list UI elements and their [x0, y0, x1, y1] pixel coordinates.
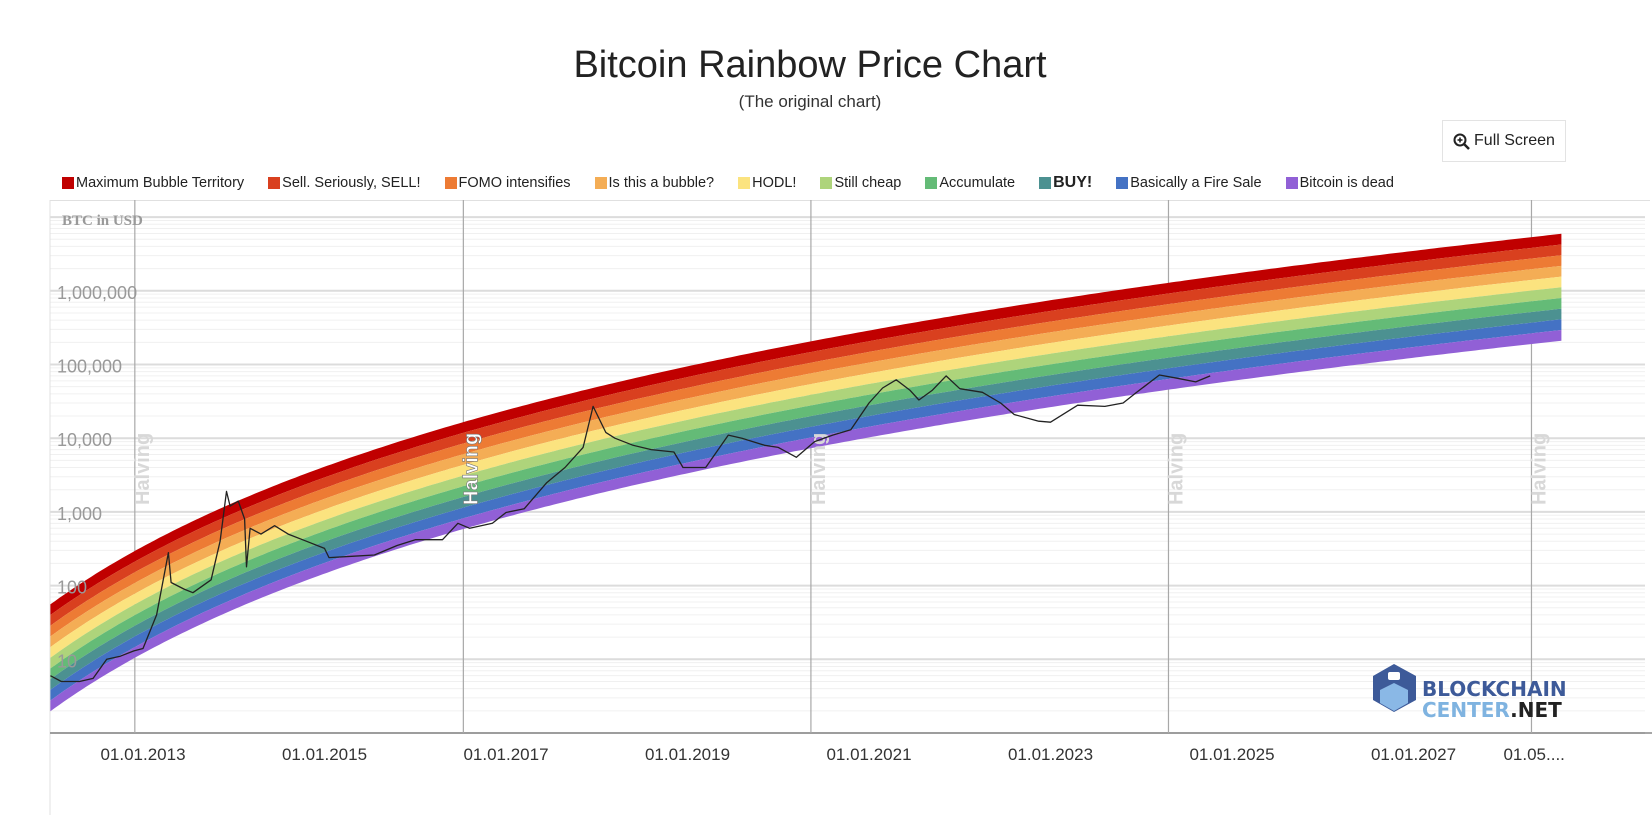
x-tick-label: 01.01.2015 — [282, 745, 367, 764]
x-tick-label: 01.01.2023 — [1008, 745, 1093, 764]
legend-label: Is this a bubble? — [608, 175, 715, 191]
legend-label: Maximum Bubble Territory — [76, 175, 245, 191]
legend-swatch — [594, 177, 607, 189]
legend-label: Bitcoin is dead — [1299, 175, 1394, 191]
x-tick-label: 01.01.2025 — [1189, 745, 1274, 764]
legend-label: BUY! — [1053, 174, 1093, 191]
legend-swatch — [1285, 177, 1298, 189]
halving-label: Halving — [460, 433, 482, 505]
legend-label: FOMO intensifies — [458, 175, 571, 191]
btc-price-line — [50, 374, 1211, 683]
legend-swatch — [925, 177, 938, 189]
halving-label: Halving — [1165, 433, 1187, 505]
halving-label: Halving — [808, 433, 830, 505]
legend-item[interactable]: BUY! — [1039, 174, 1092, 192]
logo-cube-face — [1380, 683, 1408, 711]
legend-swatch — [62, 177, 74, 189]
logo-cube-mark — [1388, 672, 1400, 680]
y-tick-label: 1,000 — [57, 504, 102, 524]
y-axis-title: BTC in USD — [62, 213, 143, 229]
x-tick-label: 01.05.... — [1503, 745, 1564, 764]
legend: Maximum Bubble Territory Sell. Seriously,… — [62, 174, 1418, 192]
legend-swatch — [444, 177, 457, 189]
y-tick-label: 100,000 — [57, 357, 122, 377]
legend-label: Accumulate — [939, 175, 1016, 191]
logo-center: CENTER — [1422, 698, 1510, 722]
plot-top-border — [50, 200, 1650, 201]
y-tick-label: 10,000 — [57, 430, 112, 450]
legend-item[interactable]: Is this a bubble? — [594, 175, 715, 191]
legend-item[interactable]: FOMO intensifies — [444, 175, 571, 191]
y-tick-label: 100 — [57, 578, 87, 598]
y-tick-label: 10 — [57, 651, 77, 671]
legend-swatch — [738, 177, 751, 189]
chart-title: Bitcoin Rainbow Price Chart — [573, 44, 1047, 86]
full-screen-label: Full Screen — [1474, 132, 1555, 149]
x-tick-label: 01.01.2013 — [100, 745, 185, 764]
x-tick-label: 01.01.2021 — [826, 745, 911, 764]
legend-swatch — [820, 177, 833, 189]
legend-swatch — [268, 177, 281, 189]
legend-label: Sell. Seriously, SELL! — [282, 175, 421, 191]
x-tick-label: 01.01.2027 — [1371, 745, 1456, 764]
x-tick-label: 01.01.2017 — [463, 745, 548, 764]
legend-item[interactable]: Maximum Bubble Territory — [62, 175, 244, 191]
logo-text-line2: CENTER.NET — [1422, 698, 1562, 722]
y-tick-label: 1,000,000 — [57, 283, 137, 303]
x-tick-label: 01.01.2019 — [645, 745, 730, 764]
legend-item[interactable]: Bitcoin is dead — [1285, 175, 1394, 191]
legend-label: Still cheap — [834, 175, 902, 191]
legend-swatch — [1116, 177, 1129, 189]
legend-label: HODL! — [752, 175, 797, 191]
halving-label: Halving — [132, 433, 154, 505]
legend-label: Basically a Fire Sale — [1130, 175, 1262, 191]
logo-net: .NET — [1510, 698, 1562, 722]
logo-text-line1: BLOCKCHAIN — [1422, 677, 1567, 701]
legend-swatch — [1039, 177, 1052, 189]
zoom-in-icon — [1453, 133, 1470, 150]
full-screen-button[interactable]: Full Screen — [1442, 120, 1566, 162]
halving-label: Halving — [1528, 433, 1550, 505]
legend-item[interactable]: Still cheap — [820, 175, 901, 191]
legend-item[interactable]: HODL! — [738, 175, 796, 191]
chart-subtitle: (The original chart) — [738, 92, 882, 111]
legend-item[interactable]: Basically a Fire Sale — [1116, 175, 1262, 191]
legend-item[interactable]: Accumulate — [925, 175, 1015, 191]
legend-item[interactable]: Sell. Seriously, SELL! — [268, 175, 421, 191]
